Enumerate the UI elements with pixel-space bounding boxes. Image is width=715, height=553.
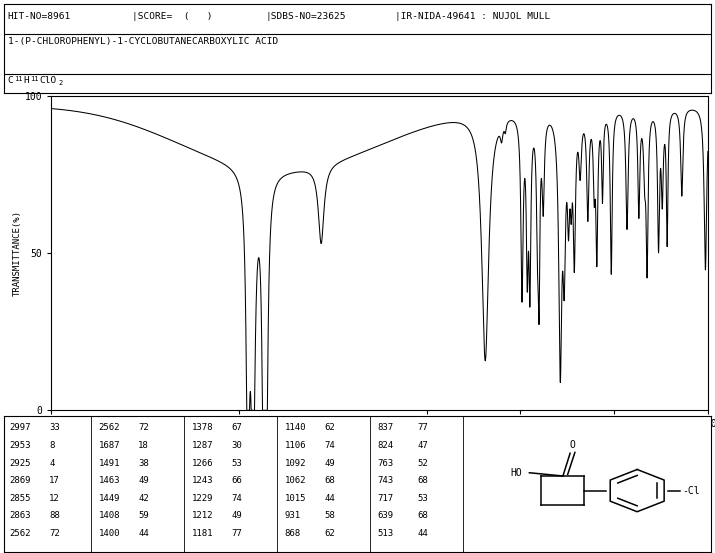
Text: 1400: 1400 xyxy=(99,529,120,538)
Text: -Cl: -Cl xyxy=(683,486,700,495)
Text: 1463: 1463 xyxy=(99,476,120,485)
Text: 1212: 1212 xyxy=(192,511,213,520)
Text: 12: 12 xyxy=(49,494,60,503)
Text: 763: 763 xyxy=(378,458,394,467)
Text: 68: 68 xyxy=(418,476,428,485)
Text: 8: 8 xyxy=(49,441,54,450)
Text: C: C xyxy=(8,76,14,85)
Text: 44: 44 xyxy=(138,529,149,538)
Text: 2997: 2997 xyxy=(9,424,31,432)
Text: 49: 49 xyxy=(325,458,335,467)
Text: 53: 53 xyxy=(231,458,242,467)
Text: 52: 52 xyxy=(418,458,428,467)
Text: 62: 62 xyxy=(325,529,335,538)
Text: |SDBS-NO=23625: |SDBS-NO=23625 xyxy=(266,12,347,21)
Text: 1266: 1266 xyxy=(192,458,213,467)
Text: 30: 30 xyxy=(231,441,242,450)
Text: 1287: 1287 xyxy=(192,441,213,450)
Text: 4: 4 xyxy=(49,458,54,467)
Text: 2562: 2562 xyxy=(99,424,120,432)
Text: 2869: 2869 xyxy=(9,476,31,485)
X-axis label: WAVENUMBER(cm$^{-1}$): WAVENUMBER(cm$^{-1}$) xyxy=(330,432,429,447)
Text: 837: 837 xyxy=(378,424,394,432)
Text: 2863: 2863 xyxy=(9,511,31,520)
Text: 38: 38 xyxy=(138,458,149,467)
Text: 72: 72 xyxy=(49,529,60,538)
Text: H: H xyxy=(24,76,29,85)
Text: |IR-NIDA-49641 : NUJOL MULL: |IR-NIDA-49641 : NUJOL MULL xyxy=(395,12,550,21)
Text: 1181: 1181 xyxy=(192,529,213,538)
Text: 1243: 1243 xyxy=(192,476,213,485)
Text: 49: 49 xyxy=(138,476,149,485)
Text: 717: 717 xyxy=(378,494,394,503)
Text: 66: 66 xyxy=(231,476,242,485)
Text: 2953: 2953 xyxy=(9,441,31,450)
Text: HIT-NO=8961: HIT-NO=8961 xyxy=(8,12,71,21)
Text: 74: 74 xyxy=(325,441,335,450)
Text: 72: 72 xyxy=(138,424,149,432)
Text: 2855: 2855 xyxy=(9,494,31,503)
Text: 62: 62 xyxy=(325,424,335,432)
Text: 639: 639 xyxy=(378,511,394,520)
Text: 1062: 1062 xyxy=(285,476,306,485)
Text: 824: 824 xyxy=(378,441,394,450)
Text: 1140: 1140 xyxy=(285,424,306,432)
Text: 18: 18 xyxy=(138,441,149,450)
Text: 42: 42 xyxy=(138,494,149,503)
Text: 1687: 1687 xyxy=(99,441,120,450)
Text: 2562: 2562 xyxy=(9,529,31,538)
Text: 513: 513 xyxy=(378,529,394,538)
Text: 58: 58 xyxy=(325,511,335,520)
Text: 77: 77 xyxy=(231,529,242,538)
Y-axis label: TRANSMITTANCE(%): TRANSMITTANCE(%) xyxy=(13,210,22,296)
Text: 1-(P-CHLOROPHENYL)-1-CYCLOBUTANECARBOXYLIC ACID: 1-(P-CHLOROPHENYL)-1-CYCLOBUTANECARBOXYL… xyxy=(8,36,278,46)
Text: 53: 53 xyxy=(418,494,428,503)
Text: 11: 11 xyxy=(30,76,39,81)
Text: 44: 44 xyxy=(325,494,335,503)
Text: 1229: 1229 xyxy=(192,494,213,503)
Text: 2: 2 xyxy=(58,80,62,86)
Text: 44: 44 xyxy=(418,529,428,538)
Text: 74: 74 xyxy=(231,494,242,503)
Text: |SCORE=  (   ): |SCORE= ( ) xyxy=(132,12,213,21)
Text: 77: 77 xyxy=(418,424,428,432)
Text: 59: 59 xyxy=(138,511,149,520)
Text: 88: 88 xyxy=(49,511,60,520)
Text: 68: 68 xyxy=(325,476,335,485)
Text: 68: 68 xyxy=(418,511,428,520)
Text: HO: HO xyxy=(511,468,522,478)
Text: 67: 67 xyxy=(231,424,242,432)
Text: 2925: 2925 xyxy=(9,458,31,467)
Text: 1015: 1015 xyxy=(285,494,306,503)
Text: 1092: 1092 xyxy=(285,458,306,467)
Text: 868: 868 xyxy=(285,529,301,538)
Text: 17: 17 xyxy=(49,476,60,485)
Text: 49: 49 xyxy=(231,511,242,520)
Text: 1378: 1378 xyxy=(192,424,213,432)
Text: 11: 11 xyxy=(14,76,22,81)
Text: 931: 931 xyxy=(285,511,301,520)
Text: 47: 47 xyxy=(418,441,428,450)
Text: 1491: 1491 xyxy=(99,458,120,467)
Text: 1449: 1449 xyxy=(99,494,120,503)
Text: 1408: 1408 xyxy=(99,511,120,520)
Text: 33: 33 xyxy=(49,424,60,432)
Text: O: O xyxy=(570,440,576,450)
Text: 1106: 1106 xyxy=(285,441,306,450)
Text: ClO: ClO xyxy=(39,76,56,85)
Text: 743: 743 xyxy=(378,476,394,485)
